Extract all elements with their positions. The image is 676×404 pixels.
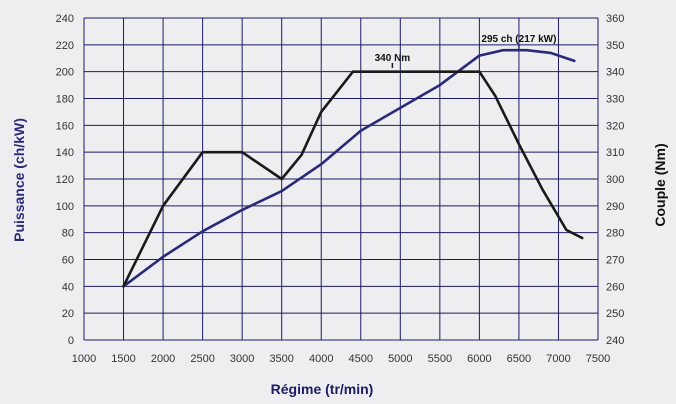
y-right-tick-label: 250 bbox=[606, 308, 624, 320]
y-right-tick-label: 330 bbox=[606, 94, 624, 106]
y-right-tick-label: 270 bbox=[606, 255, 624, 267]
torque-peak-label: 340 Nm bbox=[375, 53, 411, 64]
y-left-tick-label: 40 bbox=[62, 281, 74, 293]
x-tick-label: 2500 bbox=[190, 353, 214, 365]
y-axis-right-title: Couple (Nm) bbox=[652, 143, 668, 226]
grid bbox=[83, 17, 599, 341]
x-tick-label: 4000 bbox=[309, 353, 333, 365]
y-left-tick-label: 200 bbox=[56, 67, 74, 79]
y-right-tick-label: 290 bbox=[606, 201, 624, 213]
x-tick-label: 5500 bbox=[428, 353, 452, 365]
torque-line bbox=[122, 70, 584, 288]
y-left-tick-label: 60 bbox=[62, 255, 74, 267]
annotations: 340 Nm 295 ch (217 kW) bbox=[375, 34, 556, 68]
x-tick-label: 7500 bbox=[586, 353, 610, 365]
x-tick-label: 3500 bbox=[269, 353, 293, 365]
tick-labels: 1000 1500 2000 2500 3000 3500 4000 4500 5000 5500… bbox=[56, 13, 625, 365]
x-tick-label: 6500 bbox=[507, 353, 531, 365]
y-right-tick-label: 260 bbox=[606, 281, 624, 293]
y-axis-left-title: Puissance (ch/kW) bbox=[11, 118, 27, 242]
x-tick-label: 3000 bbox=[230, 353, 254, 365]
x-tick-label: 1000 bbox=[72, 353, 96, 365]
y-right-tick-label: 350 bbox=[606, 40, 624, 52]
y-left-tick-label: 180 bbox=[56, 94, 74, 106]
y-right-tick-label: 340 bbox=[606, 67, 624, 79]
x-axis-title: Régime (tr/min) bbox=[271, 381, 374, 397]
y-left-tick-label: 140 bbox=[56, 147, 74, 159]
y-left-tick-label: 160 bbox=[56, 120, 74, 132]
y-right-tick-label: 310 bbox=[606, 147, 624, 159]
y-left-tick-label: 0 bbox=[68, 335, 74, 347]
y-left-tick-label: 100 bbox=[56, 201, 74, 213]
y-right-tick-label: 300 bbox=[606, 174, 624, 186]
x-tick-label: 5000 bbox=[388, 353, 412, 365]
x-tick-label: 4500 bbox=[349, 353, 373, 365]
y-left-tick-label: 220 bbox=[56, 40, 74, 52]
x-tick-label: 1500 bbox=[111, 353, 135, 365]
y-right-tick-label: 240 bbox=[606, 335, 624, 347]
x-tick-label: 6000 bbox=[467, 353, 491, 365]
power-peak-label: 295 ch (217 kW) bbox=[481, 34, 556, 45]
y-left-tick-label: 80 bbox=[62, 228, 74, 240]
series-lines bbox=[122, 48, 584, 288]
y-left-tick-label: 120 bbox=[56, 174, 74, 186]
power-line bbox=[122, 48, 576, 288]
y-right-tick-label: 280 bbox=[606, 228, 624, 240]
y-right-tick-label: 320 bbox=[606, 120, 624, 132]
y-left-tick-label: 20 bbox=[62, 308, 74, 320]
y-right-tick-label: 360 bbox=[606, 13, 624, 25]
x-tick-label: 2000 bbox=[151, 353, 175, 365]
y-left-tick-label: 240 bbox=[56, 13, 74, 25]
x-tick-label: 7000 bbox=[546, 353, 570, 365]
